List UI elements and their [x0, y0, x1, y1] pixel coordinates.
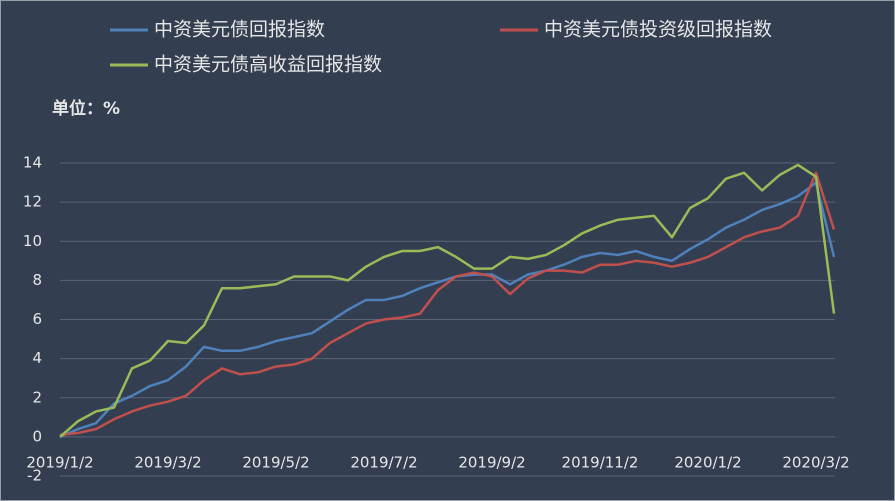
y-tick-label: 12 [23, 193, 42, 211]
legend-label: 中资美元债回报指数 [154, 19, 325, 41]
line-series [59, 171, 836, 437]
x-tick-label: 2019/1/2 [26, 454, 93, 472]
legend-label: 中资美元债投资级回报指数 [544, 19, 772, 41]
x-tick-label: 2019/5/2 [242, 454, 309, 472]
x-tick-label: 2019/7/2 [350, 454, 417, 472]
unit-label: 单位：% [52, 98, 120, 119]
y-tick-label: -2 [27, 467, 42, 485]
y-tick-label: 4 [32, 349, 42, 367]
x-tick-label: 2020/1/2 [674, 454, 741, 472]
x-tick-label: 2019/3/2 [134, 454, 201, 472]
x-tick-label: 2019/11/2 [562, 454, 639, 472]
line-series [59, 163, 836, 438]
y-tick-label: 2 [32, 388, 42, 406]
legend-label: 中资美元债高收益回报指数 [154, 54, 382, 76]
line-series [59, 181, 836, 439]
y-tick-label: 14 [23, 154, 42, 172]
x-tick-label: 2019/9/2 [458, 454, 525, 472]
y-tick-label: 6 [32, 310, 42, 328]
x-tick-label: 2020/3/2 [782, 454, 849, 472]
y-tick-label: 0 [32, 427, 42, 445]
y-tick-label: 8 [32, 271, 42, 289]
y-tick-label: 10 [23, 232, 42, 250]
